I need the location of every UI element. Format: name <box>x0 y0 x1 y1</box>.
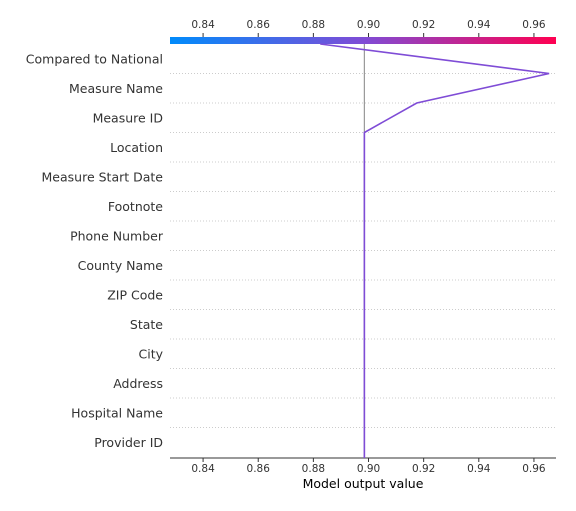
top-tick-label: 0.96 <box>522 19 546 31</box>
feature-label: State <box>130 317 163 332</box>
top-tick-label: 0.88 <box>302 19 325 31</box>
feature-label: Measure Start Date <box>42 169 164 184</box>
bottom-tick-label: 0.94 <box>467 463 491 475</box>
bottom-tick-label: 0.90 <box>357 463 380 475</box>
bottom-tick-label: 0.84 <box>191 463 215 475</box>
feature-label: Location <box>110 140 163 155</box>
top-tick-label: 0.90 <box>357 19 380 31</box>
colorbar <box>170 37 556 44</box>
feature-label: Compared to National <box>26 51 163 66</box>
feature-label: ZIP Code <box>107 287 163 302</box>
feature-label: Address <box>113 376 163 391</box>
bottom-tick-label: 0.96 <box>522 463 546 475</box>
bottom-tick-label: 0.92 <box>412 463 435 475</box>
x-axis-label: Model output value <box>303 476 424 491</box>
top-tick-label: 0.84 <box>191 19 215 31</box>
bottom-tick-label: 0.86 <box>247 463 271 475</box>
feature-label: Provider ID <box>94 435 163 450</box>
top-tick-label: 0.92 <box>412 19 435 31</box>
feature-label: Phone Number <box>70 228 164 243</box>
feature-label: Measure Name <box>69 81 163 96</box>
top-tick-label: 0.86 <box>247 19 271 31</box>
feature-label: Measure ID <box>93 110 163 125</box>
feature-label: County Name <box>78 258 164 273</box>
feature-label: City <box>139 346 164 361</box>
decision-path-line <box>320 43 550 458</box>
feature-label: Hospital Name <box>71 405 163 420</box>
feature-label: Footnote <box>108 199 163 214</box>
top-tick-label: 0.94 <box>467 19 491 31</box>
bottom-tick-label: 0.88 <box>302 463 325 475</box>
